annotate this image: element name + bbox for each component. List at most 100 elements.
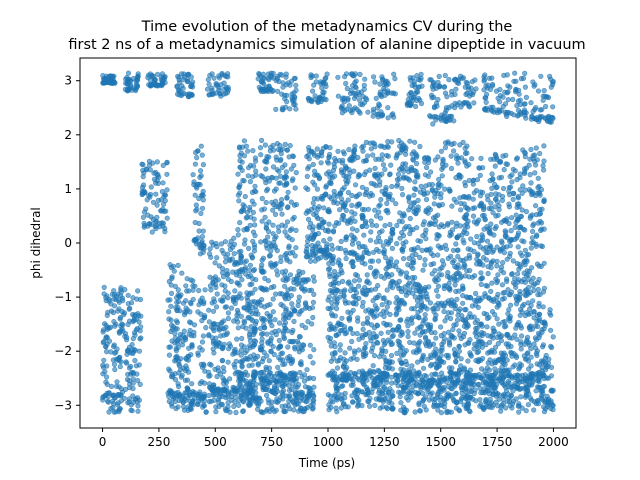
scatter-point bbox=[445, 221, 451, 227]
scatter-point bbox=[360, 351, 366, 358]
scatter-point bbox=[422, 230, 428, 237]
scatter-point bbox=[203, 409, 209, 415]
scatter-point bbox=[101, 321, 108, 327]
scatter-point bbox=[406, 290, 412, 296]
scatter-point bbox=[246, 306, 252, 312]
scatter-point bbox=[327, 321, 333, 327]
scatter-point bbox=[368, 180, 374, 186]
scatter-point bbox=[435, 300, 441, 306]
scatter-point bbox=[366, 280, 372, 286]
scatter-point bbox=[422, 257, 428, 263]
scatter-point bbox=[177, 308, 183, 314]
scatter-point bbox=[502, 361, 508, 368]
scatter-point bbox=[304, 367, 310, 373]
scatter-point bbox=[400, 248, 406, 254]
scatter-point bbox=[221, 80, 227, 86]
scatter-point bbox=[258, 369, 265, 376]
scatter-point bbox=[471, 190, 477, 196]
scatter-point bbox=[382, 78, 389, 84]
scatter-point bbox=[355, 318, 361, 324]
scatter-point bbox=[245, 356, 251, 362]
scatter-point bbox=[278, 258, 284, 265]
scatter-point bbox=[296, 280, 302, 286]
scatter-point bbox=[350, 307, 356, 313]
scatter-point bbox=[310, 274, 317, 280]
scatter-point bbox=[321, 192, 328, 199]
scatter-point bbox=[411, 260, 417, 266]
scatter-point bbox=[287, 353, 293, 360]
scatter-point bbox=[221, 368, 227, 375]
scatter-point bbox=[258, 398, 264, 404]
scatter-point bbox=[166, 278, 172, 285]
scatter-point bbox=[319, 96, 325, 102]
scatter-point bbox=[126, 306, 132, 312]
scatter-point bbox=[339, 315, 345, 321]
scatter-point bbox=[170, 393, 176, 400]
scatter-point bbox=[350, 258, 356, 264]
scatter-point bbox=[389, 341, 395, 347]
scatter-point bbox=[471, 100, 477, 106]
scatter-point bbox=[239, 364, 245, 370]
scatter-point bbox=[454, 317, 461, 323]
scatter-point bbox=[250, 148, 256, 154]
scatter-point bbox=[376, 229, 383, 236]
scatter-point bbox=[502, 101, 509, 107]
scatter-point bbox=[301, 372, 308, 378]
scatter-point bbox=[515, 244, 521, 250]
scatter-point bbox=[363, 139, 370, 145]
scatter-point bbox=[404, 361, 410, 368]
scatter-point bbox=[174, 319, 180, 326]
scatter-point bbox=[381, 250, 387, 257]
scatter-point bbox=[528, 146, 534, 153]
scatter-point bbox=[318, 160, 324, 166]
scatter-point bbox=[372, 79, 378, 85]
scatter-point bbox=[103, 374, 110, 380]
scatter-point bbox=[293, 201, 300, 208]
scatter-point bbox=[206, 392, 212, 399]
scatter-point bbox=[465, 323, 471, 329]
scatter-point bbox=[250, 390, 256, 396]
scatter-point bbox=[304, 173, 310, 179]
scatter-point bbox=[442, 110, 448, 116]
scatter-point bbox=[485, 270, 491, 277]
scatter-point bbox=[333, 385, 340, 391]
scatter-point bbox=[471, 219, 478, 225]
scatter-point bbox=[106, 409, 112, 415]
scatter-point bbox=[190, 283, 196, 289]
scatter-point bbox=[326, 209, 332, 215]
scatter-point bbox=[378, 197, 384, 203]
scatter-point bbox=[493, 393, 499, 399]
scatter-point bbox=[272, 378, 278, 384]
scatter-point bbox=[394, 295, 400, 301]
scatter-point bbox=[280, 392, 286, 398]
scatter-point bbox=[117, 364, 123, 370]
scatter-point bbox=[476, 298, 482, 304]
scatter-point bbox=[489, 404, 495, 411]
scatter-point bbox=[428, 250, 434, 256]
scatter-point bbox=[427, 377, 433, 383]
scatter-point bbox=[529, 371, 535, 377]
scatter-point bbox=[516, 409, 522, 415]
scatter-point bbox=[252, 222, 258, 228]
scatter-point bbox=[430, 341, 437, 347]
scatter-point bbox=[219, 346, 225, 352]
scatter-point bbox=[296, 382, 302, 388]
scatter-point bbox=[237, 157, 243, 164]
scatter-point bbox=[331, 188, 337, 195]
scatter-point bbox=[384, 200, 390, 206]
scatter-point bbox=[225, 359, 231, 365]
scatter-point bbox=[356, 172, 362, 178]
scatter-point bbox=[237, 291, 243, 297]
scatter-point bbox=[263, 366, 269, 373]
scatter-point bbox=[372, 286, 379, 292]
scatter-point bbox=[153, 169, 159, 175]
scatter-point bbox=[508, 237, 514, 243]
scatter-point bbox=[409, 275, 416, 281]
scatter-point bbox=[385, 115, 391, 121]
scatter-point bbox=[181, 312, 188, 318]
scatter-point bbox=[266, 253, 273, 259]
scatter-point bbox=[133, 363, 139, 369]
scatter-point bbox=[273, 175, 279, 181]
scatter-point bbox=[412, 409, 418, 415]
scatter-point bbox=[391, 114, 397, 120]
